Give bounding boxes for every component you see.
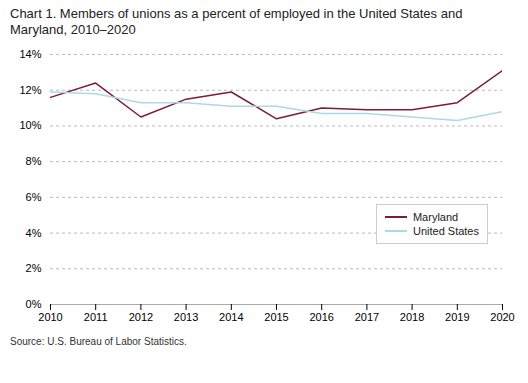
svg-text:2011: 2011 (84, 311, 108, 323)
svg-text:10%: 10% (19, 119, 41, 131)
svg-text:2018: 2018 (400, 311, 424, 323)
svg-text:2015: 2015 (264, 311, 288, 323)
svg-text:2%: 2% (26, 262, 42, 274)
svg-text:2019: 2019 (445, 311, 469, 323)
svg-text:2020: 2020 (490, 311, 514, 323)
svg-text:12%: 12% (19, 84, 41, 96)
svg-text:6%: 6% (26, 191, 42, 203)
html-text:Maryland, 2010–2020: Maryland, 2010–2020 (10, 22, 136, 37)
html-text:United States: United States (413, 225, 479, 237)
svg-text:2014: 2014 (219, 311, 243, 323)
svg-text:2016: 2016 (309, 311, 333, 323)
svg-text:2017: 2017 (355, 311, 379, 323)
html-text:Source: U.S. Bureau of Labor S: Source: U.S. Bureau of Labor Statistics. (10, 336, 187, 347)
svg-text:2010: 2010 (38, 311, 62, 323)
svg-text:0%: 0% (26, 298, 42, 310)
svg-text:4%: 4% (26, 227, 42, 239)
svg-text:2013: 2013 (174, 311, 198, 323)
svg-text:14%: 14% (19, 48, 41, 60)
html-text:Chart 1. Members of unions as: Chart 1. Members of unions as a percent … (10, 6, 463, 21)
svg-text:8%: 8% (26, 155, 42, 167)
html-text:Maryland: Maryland (413, 211, 459, 223)
svg-text:2012: 2012 (129, 311, 153, 323)
